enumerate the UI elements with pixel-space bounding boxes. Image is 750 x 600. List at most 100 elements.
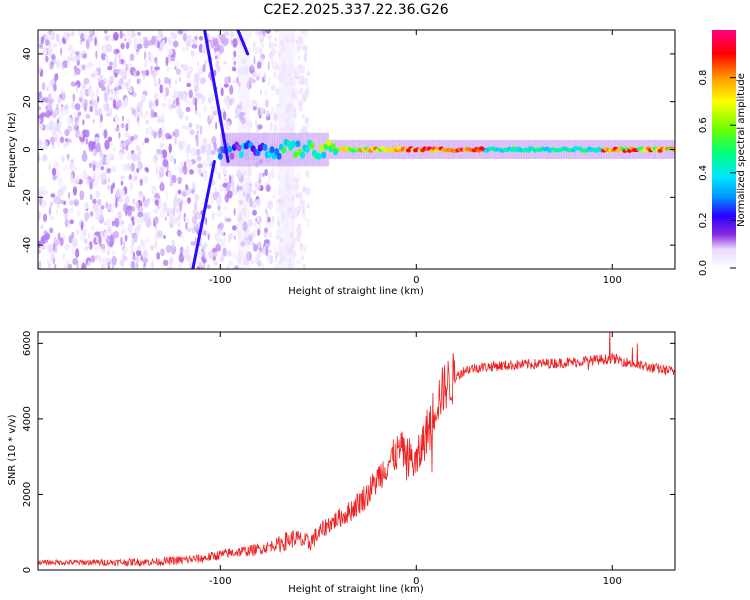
noise-blob <box>216 210 223 218</box>
noise-blob <box>96 40 100 51</box>
noise-blob <box>165 56 169 67</box>
noise-blob <box>213 259 218 267</box>
noise-blob <box>257 260 262 267</box>
noise-blob <box>49 227 54 234</box>
noise-blob <box>228 98 233 107</box>
noise-blob <box>250 64 254 71</box>
noise-blob <box>56 103 59 111</box>
noise-blob <box>261 172 265 177</box>
noise-blob <box>143 59 148 68</box>
noise-blob <box>268 76 271 87</box>
noise-blob <box>188 122 193 128</box>
noise-blob <box>125 123 129 132</box>
noise-blob <box>143 36 148 41</box>
noise-blob <box>186 70 192 80</box>
noise-blob <box>66 32 72 38</box>
noise-blob <box>92 119 95 124</box>
noise-blob <box>273 244 276 253</box>
noise-blob <box>228 260 233 266</box>
noise-blob <box>155 35 159 42</box>
noise-blob <box>71 101 75 110</box>
noise-blob <box>108 34 112 43</box>
noise-blob <box>182 32 187 42</box>
noise-blob <box>230 181 235 187</box>
carrier-cell <box>316 152 322 160</box>
noise-blob <box>190 147 197 157</box>
noise-blob <box>297 99 304 107</box>
carrier-halo <box>309 132 313 167</box>
noise-blob <box>297 64 303 70</box>
noise-blob <box>107 136 113 143</box>
noise-blob <box>226 250 232 257</box>
noise-blob <box>70 81 76 87</box>
noise-blob <box>276 206 280 214</box>
noise-blob <box>54 123 61 132</box>
noise-blob <box>167 97 171 106</box>
noise-blob <box>143 39 149 49</box>
noise-blob <box>167 152 172 162</box>
noise-blob <box>269 204 272 210</box>
noise-blob <box>97 198 102 206</box>
noise-blob <box>162 201 168 212</box>
noise-blob <box>118 132 121 139</box>
noise-blob <box>296 44 301 52</box>
colorbar-tick-label: 0.8 <box>698 70 709 86</box>
noise-blob <box>258 172 262 181</box>
spectrogram-ytick-label: 0 <box>22 146 33 152</box>
noise-blob <box>177 216 180 222</box>
colorbar-label: Normalized spectral amplitude <box>736 73 747 227</box>
noise-blob <box>39 212 43 218</box>
noise-blob <box>165 189 169 200</box>
noise-blob <box>304 78 308 86</box>
noise-blob <box>190 50 195 58</box>
noise-blob <box>61 156 65 163</box>
noise-blob <box>145 119 150 125</box>
noise-blob <box>38 118 41 124</box>
noise-blob <box>306 220 310 229</box>
spectrogram-ytick-label: 40 <box>22 48 33 61</box>
noise-blob <box>295 259 302 265</box>
noise-blob <box>106 251 111 256</box>
noise-blob <box>273 113 278 122</box>
noise-blob <box>87 232 91 239</box>
noise-blob <box>217 171 222 180</box>
noise-blob <box>199 125 203 135</box>
noise-blob <box>156 40 161 49</box>
noise-blob <box>120 175 125 180</box>
noise-blob <box>220 33 226 44</box>
noise-blob <box>107 265 110 269</box>
noise-blob <box>257 107 261 117</box>
noise-blob <box>168 134 172 140</box>
noise-blob <box>124 234 128 242</box>
noise-blob <box>126 84 129 90</box>
noise-blob <box>172 131 176 137</box>
noise-blob <box>114 217 120 228</box>
noise-blob <box>172 208 175 217</box>
noise-blob <box>99 113 103 123</box>
noise-blob <box>160 248 165 257</box>
noise-blob <box>116 49 120 54</box>
carrier-halo <box>295 132 299 167</box>
colorbar-ticks: 0.0 0.2 0.4 0.6 0.8 <box>698 70 736 276</box>
noise-blob <box>175 97 180 106</box>
noise-blob <box>154 199 159 206</box>
noise-blob <box>99 158 103 167</box>
noise-blob <box>38 66 42 72</box>
noise-blob <box>222 60 227 65</box>
noise-blob <box>298 35 302 45</box>
noise-blob <box>92 203 98 213</box>
noise-blob <box>154 154 158 162</box>
noise-blob <box>154 239 158 250</box>
noise-blob <box>83 102 88 112</box>
noise-blob <box>83 169 86 177</box>
noise-blob <box>257 124 263 130</box>
snr-xlabel: Height of straight line (km) <box>288 584 424 595</box>
noise-blob <box>101 85 107 92</box>
noise-blob <box>196 212 201 220</box>
noise-blob <box>192 210 196 215</box>
noise-blob <box>136 78 140 84</box>
noise-blob <box>272 194 277 199</box>
noise-blob <box>40 185 46 191</box>
noise-blob <box>100 205 105 210</box>
noise-blob <box>259 33 264 39</box>
